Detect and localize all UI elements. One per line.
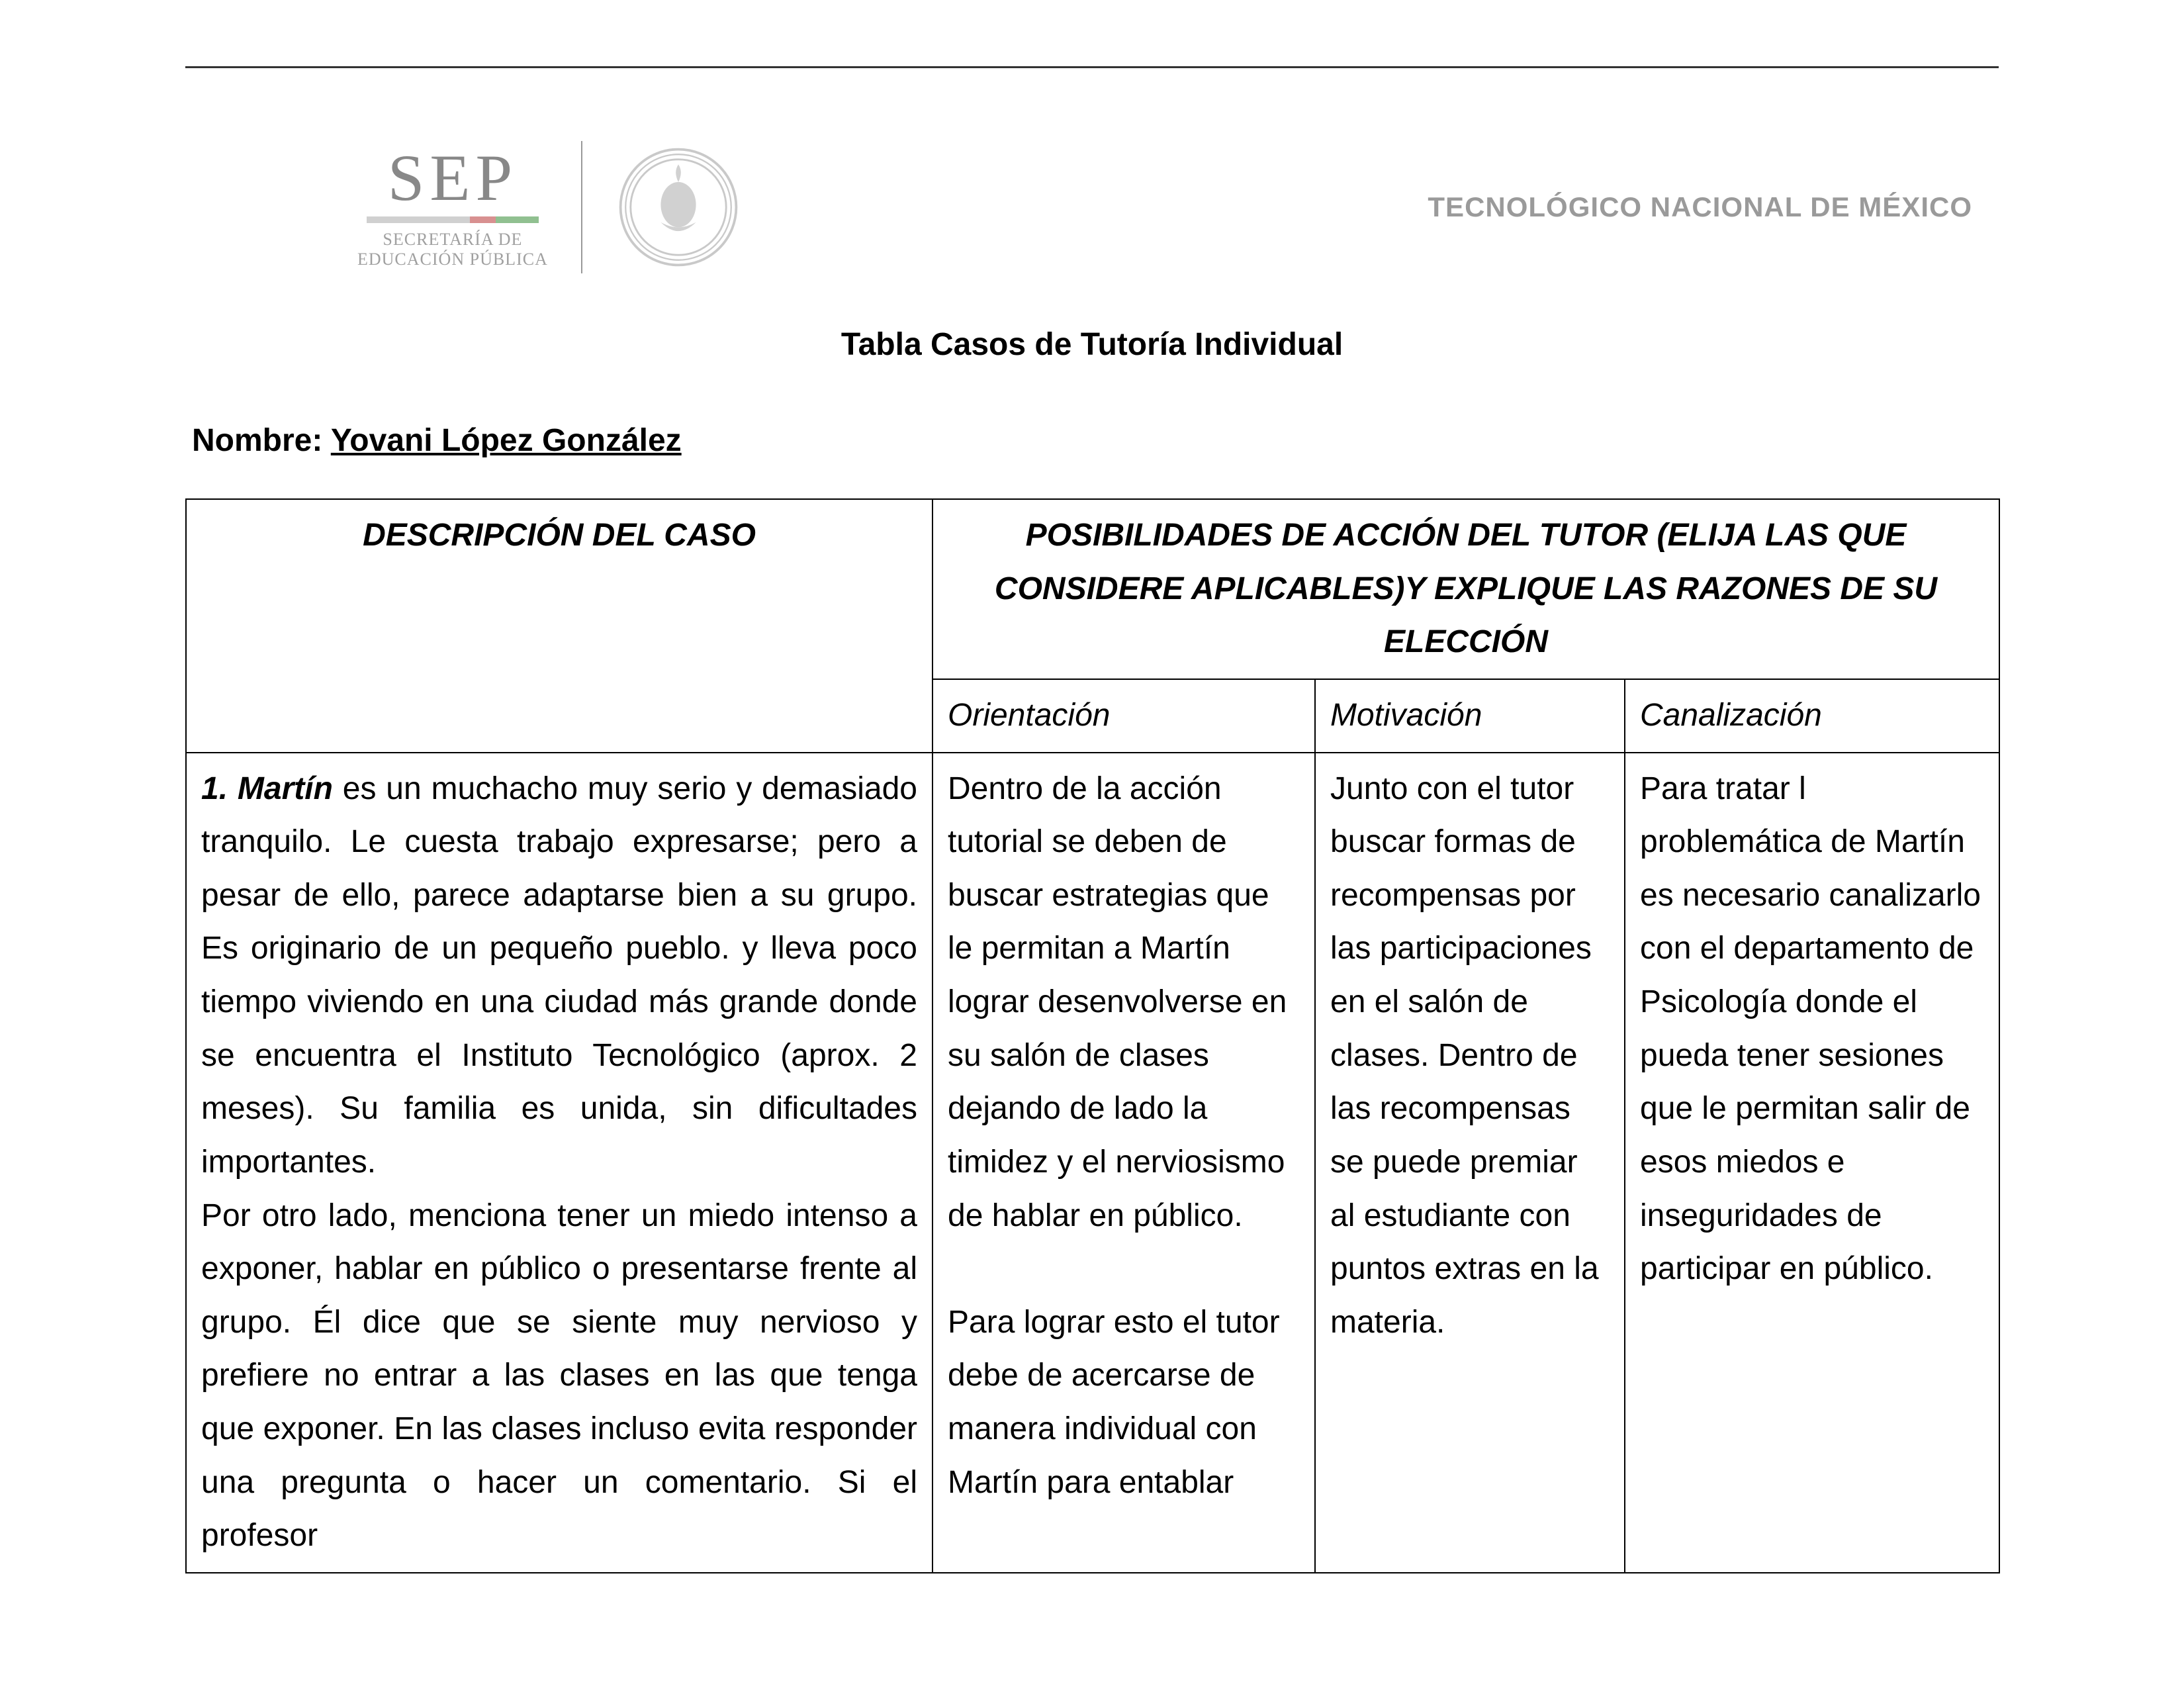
table-header-row-1: DESCRIPCIÓN DEL CASO POSIBILIDADES DE AC… <box>186 499 1999 679</box>
orientacion-p1: Dentro de la acción tutorial se deben de… <box>948 771 1287 1233</box>
mexico-seal-icon <box>615 144 741 270</box>
cell-motivacion: Junto con el tutor buscar formas de reco… <box>1315 753 1625 1573</box>
case-desc-p2: Por otro lado, menciona tener un miedo i… <box>201 1198 917 1554</box>
subheader-canalizacion: Canalización <box>1625 679 1999 753</box>
subheader-orientacion: Orientación <box>933 679 1315 753</box>
sep-logo-underline <box>367 216 539 223</box>
header-posibilidades: POSIBILIDADES DE ACCIÓN DEL TUTOR (ELIJA… <box>933 499 1999 679</box>
orientacion-p2: Para lograr esto el tutor debe de acerca… <box>948 1305 1280 1500</box>
header-descripcion: DESCRIPCIÓN DEL CASO <box>186 499 933 753</box>
sep-logo-subtitle-2: EDUCACIÓN PÚBLICA <box>357 250 548 269</box>
document-header: SEP SECRETARÍA DE EDUCACIÓN PÚBLICA <box>185 141 1999 273</box>
sep-logo-text: SEP <box>357 145 548 211</box>
student-name-line: Nombre: Yovani López González <box>185 422 1999 459</box>
sep-logo: SEP SECRETARÍA DE EDUCACIÓN PÚBLICA <box>357 145 548 269</box>
name-label: Nombre: <box>192 423 331 458</box>
cases-table: DESCRIPCIÓN DEL CASO POSIBILIDADES DE AC… <box>185 498 2000 1573</box>
top-horizontal-rule <box>185 66 1999 68</box>
case-desc-p1: es un muchacho muy serio y demasiado tra… <box>201 771 917 1180</box>
logo-divider <box>581 141 582 273</box>
table-row: 1. Martín es un muchacho muy serio y dem… <box>186 753 1999 1573</box>
cell-canalizacion: Para tratar l problemática de Martín es … <box>1625 753 1999 1573</box>
cell-orientacion: Dentro de la acción tutorial se deben de… <box>933 753 1315 1573</box>
cell-descripcion: 1. Martín es un muchacho muy serio y dem… <box>186 753 933 1573</box>
case-lead: 1. Martín <box>201 771 333 806</box>
name-value: Yovani López González <box>331 423 682 458</box>
subheader-motivacion: Motivación <box>1315 679 1625 753</box>
sep-logo-subtitle-1: SECRETARÍA DE <box>357 230 548 250</box>
document-title: Tabla Casos de Tutoría Individual <box>185 326 1999 363</box>
logo-group: SEP SECRETARÍA DE EDUCACIÓN PÚBLICA <box>357 141 741 273</box>
institution-name: TECNOLÓGICO NACIONAL DE MÉXICO <box>1428 191 1999 223</box>
